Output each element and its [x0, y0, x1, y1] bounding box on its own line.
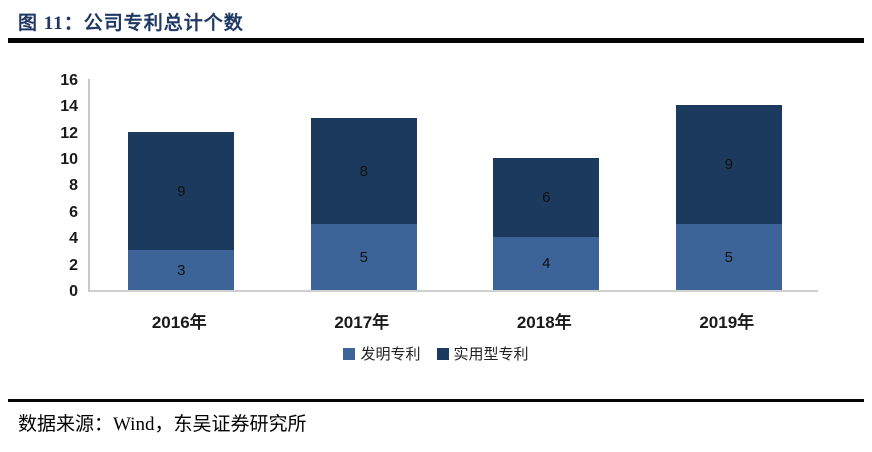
x-axis-label: 2017年	[334, 313, 390, 332]
bar-value-label: 9	[724, 156, 733, 174]
bar-segment-invention: 5	[675, 224, 782, 290]
bar-value-label: 9	[177, 182, 186, 200]
bar-value-label: 5	[359, 248, 368, 266]
data-source-text: 数据来源：Wind，东吴证券研究所	[18, 414, 307, 435]
y-tick-label: 16	[60, 71, 78, 89]
footer-divider-line	[8, 399, 864, 402]
bar-value-label: 4	[542, 255, 551, 273]
bar-segment-invention: 4	[493, 237, 600, 290]
bar-value-label: 6	[542, 189, 551, 207]
bar-segment-utility: 6	[493, 158, 600, 238]
legend-swatch-utility	[436, 347, 449, 360]
bar-segment-utility: 9	[128, 131, 235, 251]
y-tick-label: 4	[69, 230, 78, 248]
y-tick-label: 8	[69, 177, 78, 195]
x-axis-label: 2018年	[516, 313, 572, 332]
legend: 发明专利 实用型专利	[0, 343, 872, 364]
y-tick-label: 0	[69, 283, 78, 300]
y-tick-label: 2	[69, 256, 78, 274]
legend-item-utility: 实用型专利	[436, 343, 529, 364]
bar-segment-invention: 3	[128, 250, 235, 290]
bar-segment-utility: 8	[310, 118, 417, 224]
bar-value-label: 5	[724, 248, 733, 266]
x-axis-label: 2016年	[151, 313, 207, 332]
bar-value-label: 3	[177, 261, 186, 279]
title-divider-line	[8, 38, 864, 43]
legend-label: 实用型专利	[453, 346, 529, 363]
y-tick-label: 14	[60, 98, 78, 116]
bar-value-label: 8	[359, 162, 368, 180]
y-tick-label: 10	[60, 151, 78, 168]
legend-swatch-invention	[343, 347, 356, 360]
bar-segment-utility: 9	[675, 105, 782, 224]
figure-title: 图 11：公司专利总计个数	[18, 13, 244, 34]
legend-item-invention: 发明专利	[343, 343, 421, 364]
bar-segment-invention: 5	[310, 224, 417, 290]
x-axis-label: 2019年	[699, 313, 755, 332]
y-tick-label: 12	[60, 124, 78, 142]
legend-label: 发明专利	[360, 346, 421, 363]
y-tick-label: 6	[69, 203, 78, 221]
